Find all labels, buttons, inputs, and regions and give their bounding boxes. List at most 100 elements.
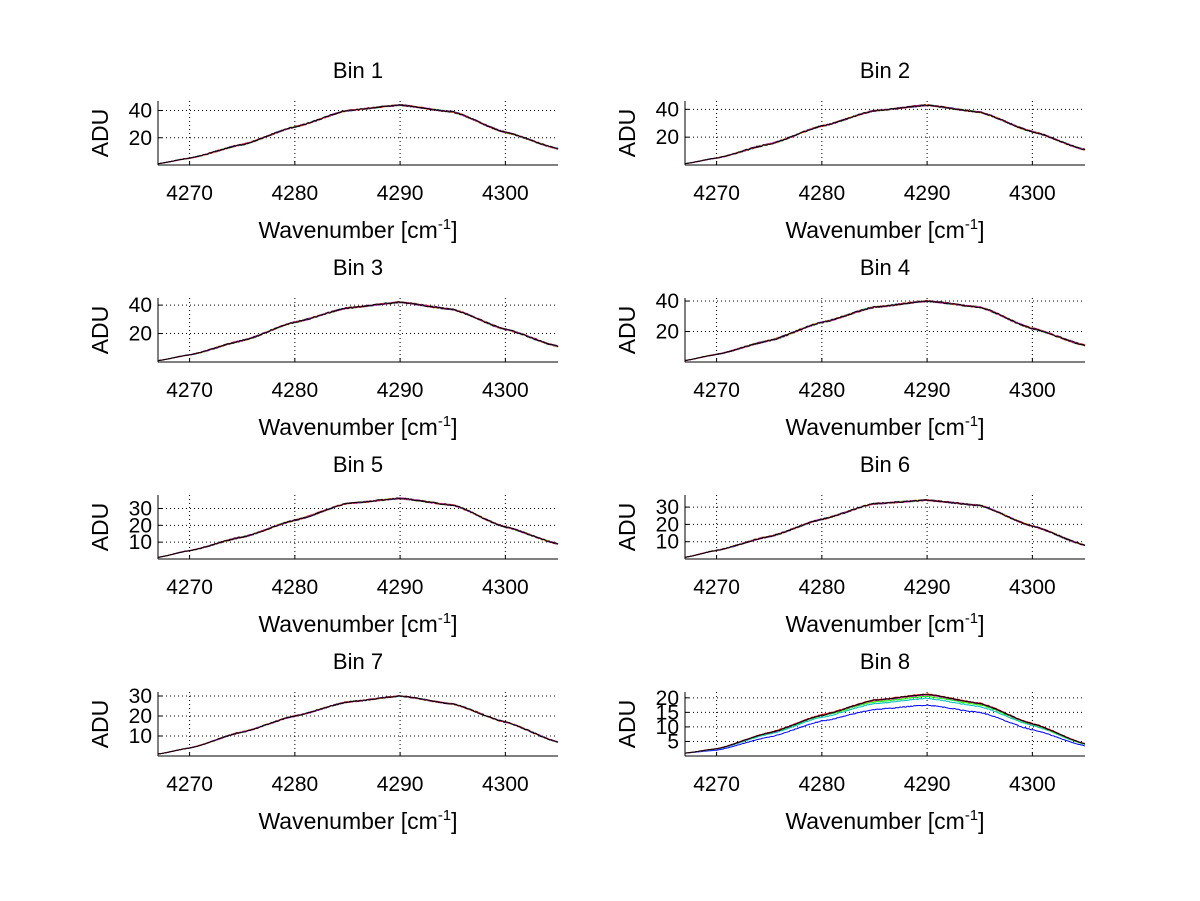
x-tick-label: 4280: [798, 379, 845, 402]
series-line: [158, 104, 559, 165]
x-tick-label: 4290: [904, 773, 951, 796]
x-tick-label: 4290: [904, 379, 951, 402]
x-tick-label: 4290: [377, 379, 424, 402]
x-tick-label: 4270: [693, 576, 740, 599]
x-tick-label: 4300: [1009, 576, 1056, 599]
x-tick-label: 4300: [482, 773, 529, 796]
x-tick-label: 4280: [798, 773, 845, 796]
y-tick-label: 20: [656, 321, 679, 344]
chart-panel-4: Bin 4 4270 4280 4290 4300 20 40 Wavenumber [cm-…: [614, 255, 1086, 440]
x-tick-label: 4280: [271, 773, 318, 796]
x-tick-label: 4280: [798, 576, 845, 599]
x-tick-label: 4300: [482, 182, 529, 205]
series-line: [157, 301, 559, 362]
series-line: [157, 497, 559, 558]
series-line: [684, 299, 1086, 361]
y-tick-label: 30: [656, 496, 679, 519]
series-line: [158, 301, 559, 361]
series-line: [157, 301, 559, 362]
series-line: [157, 301, 559, 362]
series-line: [157, 497, 559, 558]
series-line: [157, 694, 559, 755]
series-line: [684, 300, 1086, 361]
y-axis-label: ADU: [87, 700, 113, 749]
y-axis-label: ADU: [614, 306, 640, 355]
chart-title: Bin 1: [333, 58, 383, 83]
y-tick-label: 20: [129, 514, 152, 537]
series-line: [684, 499, 1086, 558]
series-line: [157, 695, 559, 755]
y-axis-label: ADU: [614, 109, 640, 158]
series-line: [684, 104, 1086, 165]
series-line: [157, 104, 558, 165]
x-tick-label: 4270: [166, 379, 213, 402]
x-tick-label: 4300: [482, 379, 529, 402]
x-tick-label: 4290: [904, 182, 951, 205]
series-line: [157, 695, 559, 755]
series-line: [685, 299, 1086, 361]
series-line: [684, 693, 1086, 754]
chart-title: Bin 3: [333, 255, 383, 280]
series-line: [684, 694, 1086, 754]
chart-panel-1: Bin 1 4270 4280 4290 4300 20 40 Wavenumber [cm-…: [87, 58, 559, 243]
chart-title: Bin 8: [860, 649, 910, 674]
chart-title: Bin 4: [860, 255, 910, 280]
y-tick-label: 15: [656, 701, 679, 724]
series-line: [157, 301, 559, 361]
series-line: [684, 695, 1086, 754]
x-tick-label: 4300: [1009, 379, 1056, 402]
series-line: [685, 704, 1086, 754]
series-line: [157, 497, 559, 558]
series-line: [157, 104, 559, 165]
series-line: [685, 300, 1086, 361]
y-tick-label: 40: [656, 98, 679, 121]
y-tick-label: 20: [656, 687, 679, 710]
series-line: [684, 103, 1086, 165]
series-line: [684, 103, 1086, 165]
series-line: [684, 499, 1086, 558]
x-tick-label: 4280: [798, 182, 845, 205]
series-line: [684, 499, 1086, 558]
series-line: [684, 499, 1086, 558]
y-tick-label: 10: [656, 531, 679, 554]
series-line: [157, 497, 559, 558]
x-tick-label: 4290: [377, 576, 424, 599]
x-axis-label: Wavenumber [cm-1]: [785, 610, 984, 637]
x-axis-label: Wavenumber [cm-1]: [258, 610, 457, 637]
series-line: [684, 299, 1086, 361]
series-line: [684, 300, 1086, 361]
x-tick-label: 4290: [904, 576, 951, 599]
series-line: [157, 301, 559, 362]
y-tick-label: 20: [656, 513, 679, 536]
x-tick-label: 4270: [693, 182, 740, 205]
x-tick-label: 4300: [1009, 773, 1056, 796]
series-line: [157, 103, 559, 165]
series-line: [157, 103, 559, 165]
x-tick-label: 4280: [271, 576, 318, 599]
x-tick-label: 4280: [271, 379, 318, 402]
y-axis-label: ADU: [87, 306, 113, 355]
y-tick-label: 40: [656, 290, 679, 313]
y-axis-label: ADU: [614, 700, 640, 749]
series-line: [158, 300, 559, 361]
x-tick-label: 4270: [693, 773, 740, 796]
series-line: [684, 697, 1086, 754]
series-line: [157, 695, 559, 755]
chart-title: Bin 5: [333, 452, 383, 477]
chart-panel-2: Bin 2 4270 4280 4290 4300 20 40 Wavenumber [cm-…: [614, 58, 1086, 243]
x-axis-label: Wavenumber [cm-1]: [258, 413, 457, 440]
x-axis-label: Wavenumber [cm-1]: [785, 807, 984, 834]
y-axis-label: ADU: [87, 503, 113, 552]
series-line: [684, 103, 1086, 165]
x-tick-label: 4300: [482, 576, 529, 599]
y-tick-label: 30: [129, 497, 152, 520]
chart-title: Bin 6: [860, 452, 910, 477]
series-line: [684, 694, 1086, 754]
series-line: [684, 499, 1086, 558]
y-tick-label: 20: [656, 126, 679, 149]
x-axis-label: Wavenumber [cm-1]: [258, 216, 457, 243]
y-axis-label: ADU: [87, 109, 113, 158]
